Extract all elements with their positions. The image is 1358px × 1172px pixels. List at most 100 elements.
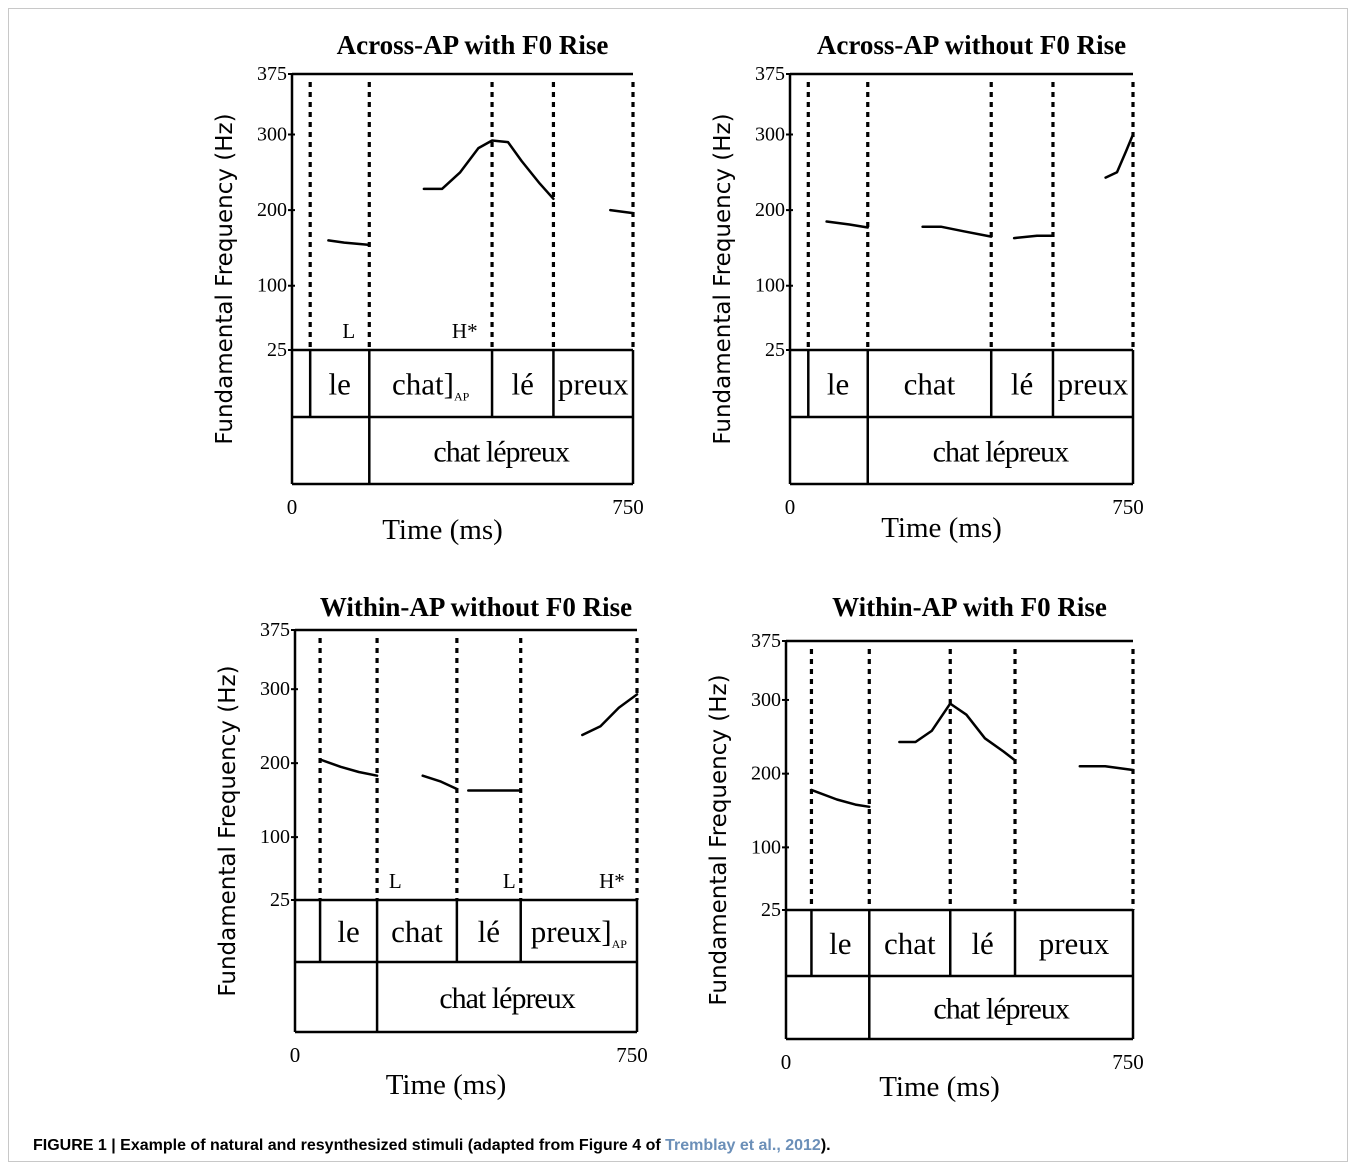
y-tick-label: 100 <box>751 836 781 858</box>
syllable-text: lé <box>971 926 993 961</box>
y-tick-label: 100 <box>755 275 785 297</box>
syllable-label: preux <box>558 367 629 402</box>
syllable-text: le <box>829 926 851 961</box>
x-axis-label: Time (ms) <box>382 514 503 546</box>
y-tick-label: 25 <box>761 899 781 921</box>
panel-title: Within-AP with F0 Rise <box>832 592 1107 622</box>
syllable-text: lé <box>1011 367 1033 402</box>
y-tick-label: 375 <box>257 63 287 85</box>
f0-contour-line <box>1078 765 1135 772</box>
x-tick-label: 750 <box>1112 1050 1144 1074</box>
y-tick-label: 200 <box>257 199 287 221</box>
y-tick-label: 300 <box>751 689 781 711</box>
syllable-text: le <box>337 914 359 949</box>
word-tier-label: chat lépreux <box>439 982 575 1015</box>
word-tier-label: chat lépreux <box>933 993 1069 1026</box>
y-tick-label: 200 <box>755 199 785 221</box>
f0-contour-line <box>609 208 635 215</box>
syllable-label: chat <box>391 914 443 949</box>
syllable-label: le <box>827 367 849 402</box>
syllable-label: chat <box>904 367 956 402</box>
syllable-text: lé <box>512 367 534 402</box>
f0-contour-line <box>422 139 555 201</box>
y-tick-label: 300 <box>260 678 290 700</box>
f0-contour-line <box>825 220 869 229</box>
y-axis-label: Fundamental Frequency (Hz) <box>710 113 736 444</box>
y-tick-label: 25 <box>267 339 287 361</box>
syllable-label: lé <box>1011 367 1033 402</box>
panel-title: Within-AP without F0 Rise <box>320 592 632 622</box>
y-tick-label: 375 <box>751 630 781 652</box>
f0-contour-line <box>327 239 371 247</box>
tone-label: L <box>342 319 355 343</box>
syllable-text: lé <box>478 914 500 949</box>
x-axis-label: Time (ms) <box>386 1069 507 1101</box>
caption-citation-link[interactable]: Tremblay et al., 2012 <box>665 1137 821 1154</box>
y-tick-label: 300 <box>755 123 785 145</box>
y-tick-label: 375 <box>755 63 785 85</box>
f0-contour-line <box>1104 133 1135 179</box>
syllable-text: preux] <box>531 914 612 949</box>
syllable-label: le <box>829 926 851 961</box>
syllable-label: preux <box>1039 926 1110 961</box>
ap-subscript: AP <box>612 937 628 951</box>
x-tick-label: 0 <box>781 1050 792 1074</box>
x-axis-label: Time (ms) <box>879 1071 1000 1103</box>
x-tick-label: 750 <box>612 495 644 519</box>
syllable-label: lé <box>512 367 534 402</box>
y-axis-label: Fundamental Frequency (Hz) <box>212 113 238 444</box>
syllable-label: preux <box>1058 367 1129 402</box>
ap-subscript: AP <box>454 390 470 404</box>
tone-label: L <box>389 869 402 893</box>
syllable-text: chat <box>884 926 936 961</box>
y-tick-label: 300 <box>257 123 287 145</box>
panel-title: Across-AP with F0 Rise <box>337 30 609 60</box>
y-axis-label: Fundamental Frequency (Hz) <box>706 674 732 1005</box>
x-tick-label: 750 <box>616 1043 648 1067</box>
figure-caption: FIGURE 1 | Example of natural and resynt… <box>33 1137 1343 1155</box>
syllable-text: chat <box>904 367 956 402</box>
y-tick-label: 200 <box>260 752 290 774</box>
syllable-label: lé <box>971 926 993 961</box>
f0-contour-line <box>421 774 459 791</box>
tone-label: L <box>503 869 516 893</box>
y-tick-label: 200 <box>751 763 781 785</box>
word-tier-label: chat lépreux <box>933 436 1069 469</box>
y-tick-label: 100 <box>260 826 290 848</box>
y-axis-label: Fundamental Frequency (Hz) <box>215 665 241 996</box>
syllable-label: chat <box>884 926 936 961</box>
syllable-label: le <box>329 367 351 402</box>
caption-suffix: ). <box>820 1137 831 1154</box>
syllable-label: le <box>337 914 359 949</box>
x-axis-label: Time (ms) <box>881 512 1002 544</box>
syllable-text: preux <box>1058 367 1129 402</box>
y-tick-label: 25 <box>270 889 290 911</box>
x-tick-label: 0 <box>287 495 298 519</box>
x-tick-label: 0 <box>290 1043 301 1067</box>
syllable-text: preux <box>1039 926 1110 961</box>
syllable-text: chat] <box>392 367 454 402</box>
syllable-text: chat <box>391 914 443 949</box>
syllable-text: preux <box>558 367 629 402</box>
figure-plots: Across-AP with F0 Rise Fundamental Freque… <box>212 30 1144 1103</box>
syllable-text: le <box>827 367 849 402</box>
figure-frame: Across-AP with F0 Rise Fundamental Freque… <box>8 8 1348 1162</box>
word-tier-label: chat lépreux <box>433 436 569 469</box>
syllable-label: lé <box>478 914 500 949</box>
f0-contour-line <box>921 225 993 238</box>
f0-contour-line <box>581 693 639 737</box>
f0-contour-line <box>810 788 871 809</box>
caption-text: FIGURE 1 | Example of natural and resynt… <box>33 1137 666 1154</box>
y-tick-label: 100 <box>257 275 287 297</box>
syllable-text: le <box>329 367 351 402</box>
f0-contour-line <box>318 758 379 777</box>
panel-title: Across-AP without F0 Rise <box>817 30 1126 60</box>
syllable-label: chat]AP <box>392 367 470 404</box>
y-tick-label: 25 <box>765 339 785 361</box>
f0-contour-line <box>898 702 1017 762</box>
syllable-label: preux]AP <box>531 914 628 951</box>
f0-contour-line <box>1012 234 1055 240</box>
tone-label: H* <box>452 319 478 343</box>
y-tick-label: 375 <box>260 619 290 641</box>
x-tick-label: 0 <box>785 495 796 519</box>
